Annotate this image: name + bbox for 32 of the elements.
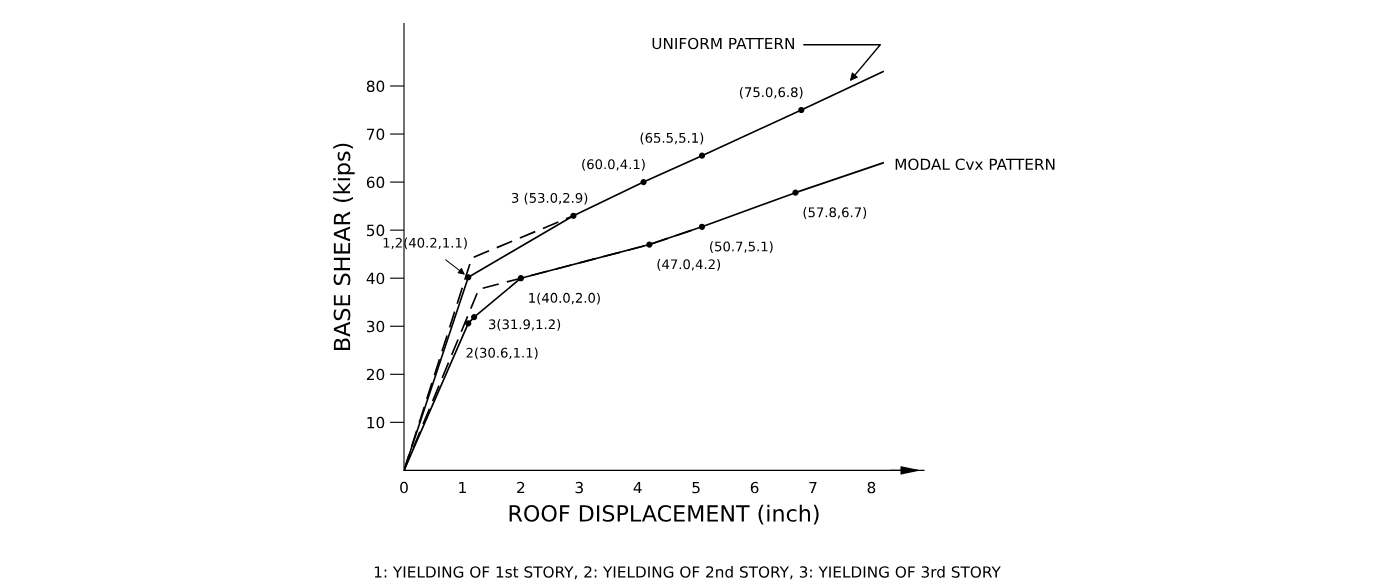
x-tick-label: 7 (809, 481, 817, 494)
x-tick-label: 2 (517, 481, 525, 494)
annotation: (47.0,4.2) (657, 259, 721, 271)
y-tick-label: 80 (366, 80, 385, 93)
y-axis-title: BASE SHEAR (kips) (333, 143, 355, 350)
x-tick-label: 3 (575, 481, 583, 494)
y-tick-label: 10 (367, 416, 385, 429)
annotation: (75.0,6.8) (739, 86, 803, 99)
x-tick-label: 6 (750, 481, 759, 494)
x-axis-title: ROOF DISPLACEMENT (inch) (509, 504, 819, 525)
annotation: (60.0,4.1) (582, 159, 645, 171)
y-tick-label: 60 (366, 176, 385, 189)
x-tick-label: 8 (867, 481, 876, 494)
x-tick-label: 5 (692, 481, 700, 494)
y-tick-label: 20 (366, 368, 385, 381)
annotation: (50.7,5.1) (710, 241, 773, 253)
text: 1: YIELDING OF 1st STORY, 2: YIELDING OF 2nd STORY, 3: YIELDING OF 3rd STORY (374, 565, 1001, 580)
text: UNIFORM PATTERN (652, 37, 794, 50)
x-tick-label: 0 (400, 481, 408, 494)
y-tick-label: 70 (367, 128, 385, 141)
annotation: 1(40.0,2.0) (529, 292, 600, 305)
x-tick-label: 4 (633, 481, 642, 494)
annotation: (57.8,6.7) (803, 207, 867, 219)
x-tick-label: 1 (459, 481, 466, 494)
series-label: MODAL Cvx PATTERN (895, 158, 1055, 171)
annotation: 3 (53.0,2.9) (511, 192, 588, 205)
annotation: 3(31.9,1.2) (489, 319, 561, 331)
y-tick-label: 30 (366, 320, 385, 333)
annotation: 2(30.6,1.1) (466, 347, 538, 360)
y-tick-label: 50 (366, 224, 385, 237)
y-tick-label: 40 (366, 272, 385, 285)
annotation: (65.5,5.1) (640, 132, 704, 145)
